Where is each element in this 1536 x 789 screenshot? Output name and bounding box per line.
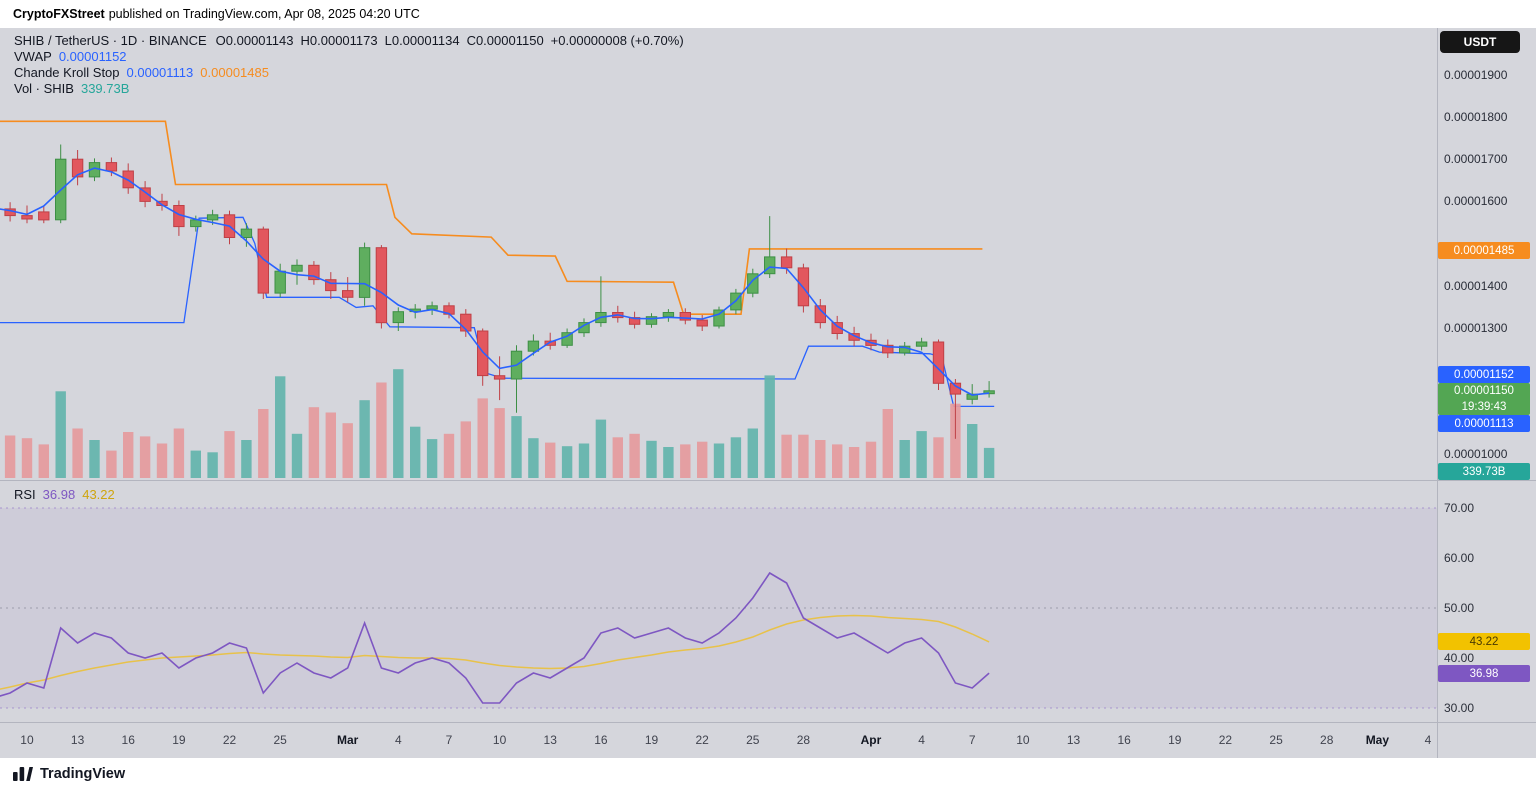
time-tick-label: 7 [445,733,453,747]
rsi-tick-label: 60.00 [1444,551,1475,565]
tradingview-logo-icon[interactable] [13,766,33,781]
legend-vwap-row[interactable]: VWAP 0.00001152 [14,49,684,65]
symbol-legend: SHIB / TetherUS · 1D · BINANCE O0.000011… [14,33,684,97]
price-tick-label: 0.00001700 [1444,152,1508,167]
ohlc-open: O0.00001143 [215,33,294,48]
volume-label: Vol · SHIB [14,81,74,96]
rsi-label: RSI [14,487,36,502]
ohlc-low: L0.00001134 [384,33,460,48]
time-tick-label: 13 [543,733,557,747]
ohlc-close: C0.00001150 [466,33,544,48]
rsi-legend: RSI 36.98 43.22 [14,487,115,503]
volume-value: 339.73B [80,81,130,96]
time-tick-label: 22 [222,733,237,747]
legend-cks-row[interactable]: Chande Kroll Stop 0.00001113 0.00001485 [14,65,684,81]
time-tick-label: 22 [695,733,709,747]
time-axis[interactable]: 10 13 16 19 22 25 Mar 4 7 10 13 16 19 22 25 28 Apr 4 7 10 13… [0,722,1437,758]
ohlc-high: H0.00001173 [300,33,378,48]
time-tick-label: 19 [172,733,186,747]
legend-volume-row[interactable]: Vol · SHIB 339.73B [14,81,684,97]
time-tick-label: 28 [796,733,811,747]
price-axis[interactable]: 0.00001900 0.00001800 0.00001700 0.00001600… [1437,0,1536,789]
footer-bar: TradingView [0,758,1536,789]
legend-rsi-row[interactable]: RSI 36.98 43.22 [14,487,115,503]
rsi-tick-label: 30.00 [1444,701,1475,715]
time-tick-label: 25 [1269,733,1283,747]
time-tick-label: 10 [20,733,34,747]
symbol-title: SHIB / TetherUS · 1D · BINANCE [14,33,207,48]
time-tick-label: 28 [1320,733,1334,747]
time-tick-label: 25 [273,733,287,747]
cks-label: Chande Kroll Stop [14,65,120,80]
vwap-badge: 0.00001152 [1438,366,1530,383]
attribution-author: CryptoFXStreet [13,7,105,21]
cks-upper-badge: 0.00001485 [1438,242,1530,259]
price-tick-label: 0.00001900 [1444,68,1508,82]
price-change: +0.00000008 (+0.70%) [550,33,684,48]
time-tick-label: 16 [121,733,135,747]
time-tick-label: 4 [918,733,925,747]
time-tick-label: 19 [644,733,659,747]
rsi-tick-label: 40.00 [1444,651,1475,665]
time-tick-label: 10 [492,733,507,747]
time-tick-month: Mar [337,733,359,747]
rsi-value: 36.98 [42,487,76,502]
rsi-ma-value: 43.22 [82,487,115,502]
rsi-tick-label: 70.00 [1444,501,1475,515]
cks-lower-badge: 0.00001113 [1438,415,1530,432]
volume-badge: 339.73B [1438,463,1530,480]
vwap-value: 0.00001152 [58,49,127,64]
time-tick-label: 10 [1016,733,1030,747]
tradingview-brand[interactable]: TradingView [40,765,126,782]
attribution-bar: CryptoFXStreet published on TradingView.… [0,0,1536,28]
time-tick-month: May [1365,733,1390,747]
time-tick-label: 7 [968,733,976,747]
rsi-tick-label: 50.00 [1444,601,1475,615]
time-tick-label: 25 [746,733,760,747]
price-tick-label: 0.00001600 [1444,194,1508,209]
time-tick-label: 16 [1117,733,1131,747]
cks-low-value: 0.00001113 [126,65,194,80]
time-tick-label: 4 [1424,733,1432,747]
last-price-badge: 0.00001150 19:39:43 [1438,383,1530,415]
rsi-ma-badge: 43.22 [1438,633,1530,650]
price-tick-label: 0.00001300 [1444,320,1508,335]
currency-toggle-button[interactable]: USDT [1440,31,1520,53]
price-tick-label: 0.00001000 [1444,446,1508,461]
time-tick-month: Apr [860,733,882,747]
time-tick-label: 13 [70,733,85,747]
time-tick-label: 4 [394,733,402,747]
attribution-text: published on TradingView.com, Apr 08, 20… [108,7,420,21]
time-tick-label: 19 [1168,733,1182,747]
cks-high-value: 0.00001485 [200,65,269,80]
vwap-label: VWAP [14,49,52,64]
time-tick-label: 22 [1218,733,1233,747]
rsi-badge: 36.98 [1438,665,1530,682]
price-tick-label: 0.00001400 [1444,278,1508,293]
time-tick-label: 16 [594,733,608,747]
legend-symbol-row[interactable]: SHIB / TetherUS · 1D · BINANCE O0.000011… [14,33,684,49]
price-tick-label: 0.00001800 [1444,110,1508,125]
time-tick-label: 13 [1066,733,1081,747]
